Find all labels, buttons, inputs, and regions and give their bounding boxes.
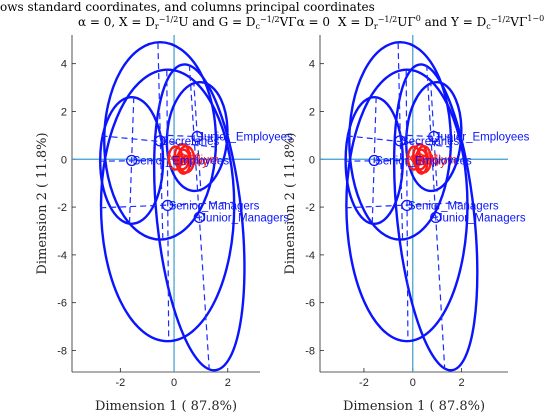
right-y-axis-label: Dimension 2 ( 11.8%)	[283, 132, 298, 274]
left-row-point	[125, 154, 138, 167]
left-row-point	[161, 199, 174, 212]
right-row-confidence-ellipse	[348, 40, 453, 241]
right-x-tick-label: -2	[359, 377, 369, 389]
right-y-tick-label: -6	[305, 298, 315, 310]
left-ellipse-axis-dashed-line	[188, 64, 210, 370]
left-row-label: Junior_Employees	[198, 132, 293, 144]
left-row-label: Senior_Employees	[133, 155, 230, 167]
right-row-label: Secretaries	[401, 136, 459, 148]
right-ellipse-axis-dashed-line	[346, 135, 455, 148]
left-column-confidence-ellipse	[167, 145, 184, 171]
left-column-point	[179, 158, 188, 166]
right-row-label: Senior_Managers	[408, 200, 499, 212]
right-ellipse-axis-dashed-line	[426, 64, 446, 370]
left-y-axis-label: Dimension 2 ( 11.8%)	[35, 132, 50, 274]
right-row-point	[394, 135, 406, 147]
left-x-axis-label: Dimension 1 ( 87.8%)	[95, 399, 237, 414]
left-row-label: Secretaries	[161, 136, 219, 148]
right-y-tick-label: -4	[305, 250, 315, 262]
right-row-label: Senior_Employees	[375, 155, 472, 167]
right-y-tick-label: -8	[305, 345, 315, 357]
left-ellipse-axis-dashed-line	[100, 201, 235, 209]
left-ellipse-axis-dashed-line	[128, 97, 135, 224]
right-x-tick-label: 2	[459, 377, 465, 389]
left-row-point	[154, 135, 166, 147]
left-ellipse-axis-dashed-line	[193, 80, 202, 192]
left-ellipse-axis-dashed-line	[166, 70, 170, 341]
left-y-tick-label: -6	[57, 298, 67, 310]
right-ellipse-axis-dashed-line	[405, 70, 409, 341]
left-row-label: Junior_Managers	[200, 212, 289, 224]
left-panel-title: α = 0, X = Dr−1/2U and G = Dc−1/2VΓα = 0	[78, 15, 330, 31]
right-panel-title: X = Dr−1/2UΓ0 and Y = Dc−1/2VΓ1−0	[338, 14, 544, 31]
left-x-tick-label: 2	[225, 377, 231, 389]
right-column-confidence-ellipse	[414, 148, 429, 175]
right-x-tick-label: 0	[410, 377, 416, 389]
left-x-tick-label: -2	[115, 377, 125, 389]
left-y-tick-label: 0	[61, 154, 67, 166]
left-row-confidence-ellipse	[99, 68, 236, 343]
left-column-label: Medium	[178, 154, 219, 166]
left-row-label: Senior_Managers	[169, 200, 260, 212]
right-row-point	[428, 130, 440, 143]
left-column-label: Heavy	[175, 157, 208, 169]
right-column-confidence-ellipse	[406, 145, 422, 171]
right-row-label: Junior_Managers	[437, 212, 526, 224]
right-y-tick-label: 2	[309, 106, 315, 118]
right-row-confidence-ellipse	[392, 63, 479, 372]
left-row-point	[191, 130, 203, 143]
left-row-confidence-ellipse	[152, 63, 246, 372]
right-ellipse-axis-dashed-line	[406, 134, 461, 139]
left-y-tick-label: -4	[57, 250, 67, 262]
right-y-tick-label: -2	[305, 202, 315, 214]
left-column-point	[171, 154, 180, 162]
right-column-point	[417, 158, 425, 166]
left-y-tick-label: -8	[57, 345, 67, 357]
right-column-label: Heavy	[413, 157, 446, 169]
left-x-tick-label: 0	[171, 377, 177, 389]
left-panel: -2 0 2 4 2 0 -2 -4 -6 -8 Dimension 1 ( 87.8%) Dimen…	[35, 35, 293, 414]
right-y-tick-label: 0	[309, 154, 315, 166]
right-column-label: Medium	[416, 154, 457, 166]
figure-suptitle: ows standard coordinates, and columns pr…	[0, 0, 375, 14]
right-row-point	[368, 154, 380, 167]
right-row-confidence-ellipse	[344, 95, 404, 226]
right-row-confidence-ellipse	[345, 68, 469, 343]
left-y-tick-label: 2	[61, 106, 67, 118]
right-ellipse-axis-dashed-line	[371, 97, 377, 224]
right-row-point	[430, 211, 442, 224]
right-y-tick-label: 4	[309, 59, 315, 71]
right-x-axis-label: Dimension 1 ( 87.8%)	[343, 399, 485, 414]
left-row-confidence-ellipse	[103, 40, 218, 241]
left-row-point	[193, 211, 205, 224]
right-row-point	[401, 199, 413, 212]
left-column-confidence-ellipse	[175, 148, 192, 175]
left-y-tick-label: -2	[57, 202, 67, 214]
left-y-tick-label: 4	[61, 59, 67, 71]
right-panel: -2 0 2 4 2 0 -2 -4 -6 -8 Dimension 1 ( 87.8%) Dimen…	[283, 35, 530, 414]
right-ellipse-axis-dashed-line	[430, 80, 438, 192]
right-row-label: Junior_Employees	[435, 132, 530, 144]
